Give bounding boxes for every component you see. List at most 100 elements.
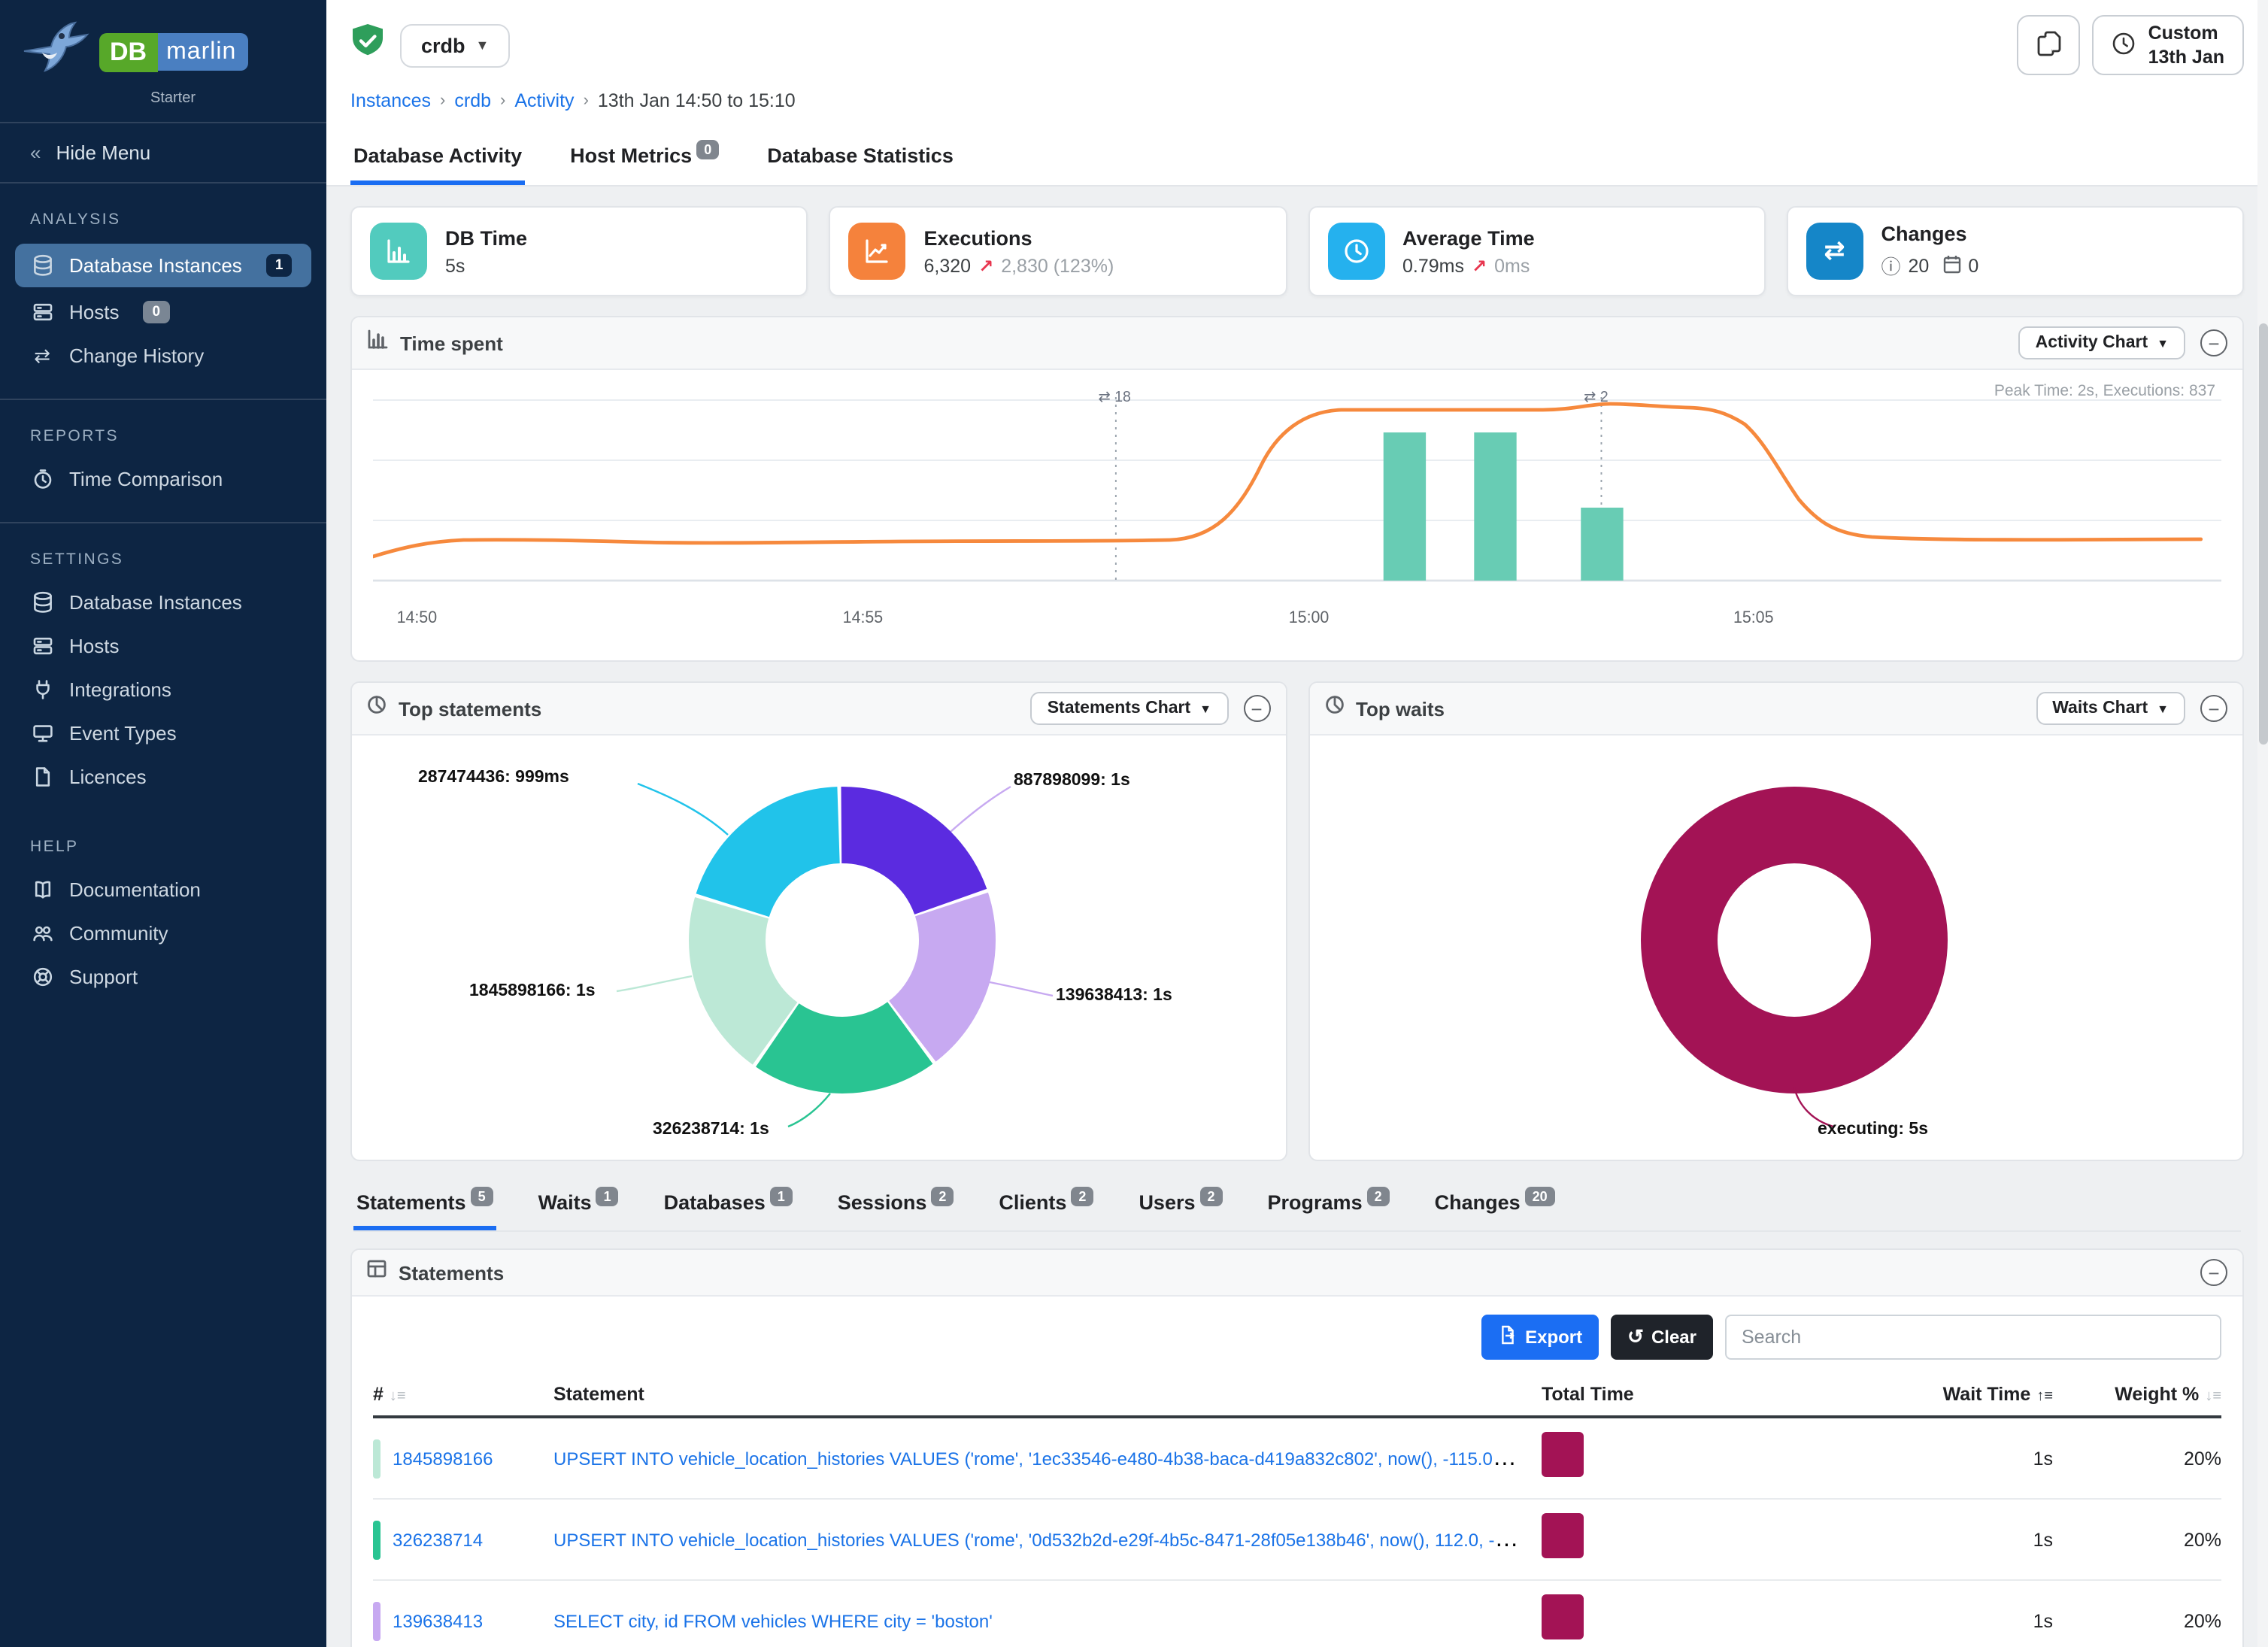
slice-1845898166[interactable] [689,787,996,1093]
sidebar-item-database-instances[interactable]: Database Instances 1 [15,244,311,287]
statement-link[interactable]: UPSERT INTO vehicle_location_histories V… [553,1448,1542,1469]
brand-marlin: marlin [157,33,249,71]
weight-value: 20% [2183,1448,2221,1469]
brand-logo: DB marlin Starter [0,0,326,122]
tab-database-statistics[interactable]: Database Statistics [767,144,954,167]
activity-chart-dropdown[interactable]: Activity Chart ▼ [2018,326,2185,359]
export-button[interactable]: Export [1481,1315,1599,1360]
sidebar-item-change-history[interactable]: ⇄ Change History [0,334,326,378]
statement-id-link[interactable]: 139638413 [393,1610,484,1631]
activity-line-chart: ⇄ 18 ⇄ 2 14:50 14:55 15:00 15:05 [371,389,2221,626]
count-badge: 1 [596,1186,619,1206]
statements-donut-chart: 287474436: 999ms 887898099: 1s 184589816… [352,736,1285,1160]
x-tick: 14:50 [397,608,438,626]
statement-id-link[interactable]: 1845898166 [393,1448,493,1469]
time-range-button[interactable]: Custom 13th Jan [2092,15,2244,75]
statement-link[interactable]: UPSERT INTO vehicle_location_histories V… [553,1529,1526,1550]
tab-programs[interactable]: Programs 2 [1265,1185,1393,1230]
sidebar-item-hosts[interactable]: Hosts 0 [0,290,326,334]
hide-menu-button[interactable]: « Hide Menu [30,141,151,164]
col-total-time[interactable]: Total Time [1542,1384,1634,1405]
donut-label-139638413: 139638413: 1s [1056,987,1172,1005]
tab-clients[interactable]: Clients 2 [996,1185,1096,1230]
server-icon [30,301,54,323]
event-screen-icon [30,722,54,745]
card-executions: Executions 6,320 ↗ 2,830 (123%) [829,206,1287,296]
collapse-panel-button[interactable]: − [2200,1259,2227,1286]
sidebar-item-integrations[interactable]: Integrations [0,668,326,711]
total-time-bar [1542,1594,1584,1639]
sidebar-item-support[interactable]: Support [0,955,326,999]
sidebar-item-settings-hosts[interactable]: Hosts [0,624,326,668]
total-time-bar [1542,1432,1584,1477]
line-chart-icon [848,223,906,280]
divider [0,182,326,184]
change-marker[interactable]: ⇄ 18 [1099,389,1131,405]
tab-statements[interactable]: Statements 5 [353,1185,496,1230]
sidebar-item-time-comparison[interactable]: Time Comparison [0,457,326,501]
statements-chart-dropdown[interactable]: Statements Chart ▼ [1030,692,1228,725]
tab-changes[interactable]: Changes 20 [1432,1185,1558,1230]
sidebar-item-documentation[interactable]: Documentation [0,868,326,911]
instance-selector[interactable]: crdb ▼ [400,23,511,67]
executions-bar [1474,432,1517,581]
collapse-panel-button[interactable]: − [2200,329,2227,356]
statement-id-link[interactable]: 326238714 [393,1529,484,1550]
slice-139638413[interactable] [689,787,996,1093]
change-marker[interactable]: ⇄ 2 [1584,389,1609,405]
licence-document-icon [30,766,54,788]
tab-sessions[interactable]: Sessions 2 [835,1185,957,1230]
sidebar-item-community[interactable]: Community [0,911,326,955]
slice-887898099[interactable] [689,787,996,1093]
waits-chart-dropdown[interactable]: Waits Chart ▼ [2036,692,2185,725]
tab-users[interactable]: Users 2 [1136,1185,1225,1230]
tab-host-metrics[interactable]: Host Metrics 0 [567,135,722,185]
donut-label-1845898166: 1845898166: 1s [469,982,596,1000]
marlin-fish-icon [21,18,90,86]
slice-326238714[interactable] [689,787,996,1093]
statement-link[interactable]: SELECT city, id FROM vehicles WHERE city… [553,1610,993,1631]
tab-database-activity[interactable]: Database Activity [350,135,526,185]
main-area: crdb ▼ Custom 13 [326,0,2268,1647]
section-help: HELP [30,838,79,856]
statements-donut [689,787,996,1093]
database-icon [30,254,54,277]
tab-waits[interactable]: Waits 1 [535,1185,622,1230]
breadcrumb-crdb[interactable]: crdb [454,90,492,111]
pie-chart-icon [1324,695,1344,722]
statements-table: # ↓≡ Statement Total Time Wait Time ↑≡ Wei… [373,1378,2221,1647]
col-statement[interactable]: Statement [553,1384,644,1405]
breadcrumb-instances[interactable]: Instances [350,90,432,111]
stopwatch-icon [30,468,54,490]
content: DB Time 5s Executions 6,320 ↗ 2,830 (123… [326,187,2268,1647]
sidebar-item-event-types[interactable]: Event Types [0,711,326,755]
count-badge: 0 [143,301,170,323]
collapse-panel-button[interactable]: − [2200,695,2227,722]
wait-time-value: 1s [2033,1448,2053,1469]
copy-link-button[interactable] [2017,15,2081,75]
scrollbar-thumb[interactable] [2258,323,2267,745]
search-input[interactable] [1725,1315,2221,1360]
col-weight[interactable]: Weight % ↓≡ [2115,1384,2221,1405]
sidebar-item-licences[interactable]: Licences [0,755,326,799]
info-circle-icon: ⓘ [1881,256,1901,278]
tab-databases[interactable]: Databases 1 [661,1185,796,1230]
wait-time-value: 1s [2033,1610,2053,1631]
sort-icon: ↓≡ [389,1388,406,1405]
count-badge: 2 [1199,1186,1223,1206]
divider [0,522,326,523]
page-scrollbar[interactable] [2257,0,2268,1647]
count-badge: 0 [696,139,720,159]
col-id[interactable]: # ↓≡ [373,1384,406,1405]
table-toolbar: Export ↺ Clear [373,1315,2221,1360]
clear-button[interactable]: ↺ Clear [1611,1315,1713,1360]
breadcrumb-activity[interactable]: Activity [514,90,575,111]
waits-donut [1640,787,1947,1093]
breadcrumb-current: 13th Jan 14:50 to 15:10 [597,90,796,111]
sidebar-item-settings-database-instances[interactable]: Database Instances [0,581,326,624]
slice-executing[interactable] [1640,787,1947,1093]
export-icon [1498,1325,1516,1349]
collapse-panel-button[interactable]: − [1243,695,1270,722]
calendar-icon [1942,253,1960,278]
col-wait-time[interactable]: Wait Time ↑≡ [1942,1384,2053,1405]
